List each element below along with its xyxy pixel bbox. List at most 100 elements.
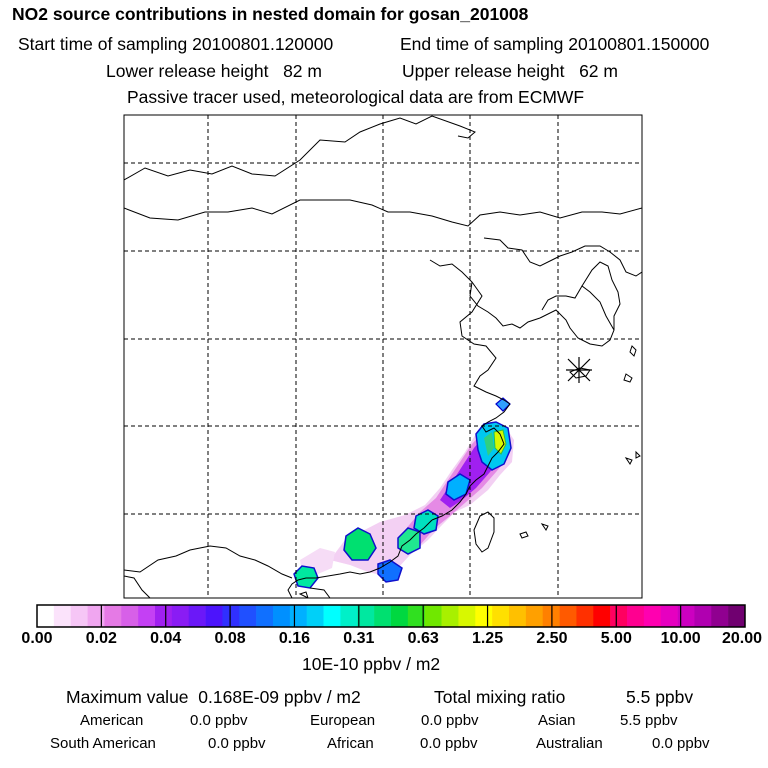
coast-hainan [309,587,331,598]
region-name: Australian [536,735,603,752]
region-name: South American [50,735,156,752]
colorbar-swatch [694,605,712,627]
colorbar-tick-label: 1.25 [471,630,504,647]
colorbar-swatch [711,605,729,627]
region-name: Asian [538,712,576,729]
colorbar-swatch [643,605,662,627]
island-taiwan [473,511,495,553]
coast-bohai [459,281,511,405]
station-star-icon [566,357,592,383]
colorbar-swatch [593,605,611,627]
total-mixing-label: Total mixing ratio [434,687,566,707]
colorbar-swatch [374,605,392,627]
border-mongolia [124,115,476,181]
colorbar-swatch [205,605,223,627]
colorbar-tick-label: 10.00 [660,630,701,647]
island-ryukyu-1 [624,457,633,465]
tracer-note: Passive tracer used, meteorological data… [127,87,585,107]
island-okinawa [540,523,549,531]
colorbar-swatch [53,605,72,627]
coast-korea-east [581,261,621,330]
colorbar-swatch [323,605,341,627]
upper-release-value: 62 m [579,61,618,81]
colorbar-swatch [475,605,493,627]
colorbar-swatch [273,605,291,627]
colorbar-swatch [239,605,257,627]
colorbar-swatch [37,605,55,627]
coast-korea [539,285,615,347]
max-value: Maximum value 0.168E-09 ppbv / m2 [66,687,361,708]
plume-core-green [484,432,494,456]
colorbar-tick-label: 0.16 [278,630,311,647]
colorbar-tick-label: 5.00 [600,630,632,647]
coast-south-china [287,519,433,598]
map-grid [124,115,642,598]
colorbar-tick-label: 0.08 [214,630,246,647]
colorbar-swatch [70,605,88,627]
island-sakishima [519,531,529,539]
colorbar-swatch [660,605,678,627]
colorbar-swatch [121,605,139,627]
island-ryukyu-2 [635,450,641,459]
colorbar-swatch [87,605,105,627]
start-time-label: Start time of sampling 20100801.120000 [18,34,334,54]
colorbar-swatch [525,605,544,627]
island-tsushima [629,345,637,357]
colorbar-swatch [728,605,746,627]
colorbar-tick-label: 0.00 [21,630,53,647]
max-value-number: 0.168E-09 ppbv / m2 [198,687,361,707]
colorbar-swatch [559,605,577,627]
region-value: 0.0 ppbv [420,735,478,752]
coast-liaoning [429,259,541,329]
colorbar-swatch [677,605,695,627]
colorbar-swatch [188,605,206,627]
border-inner-mongolia [124,199,642,227]
map-frame [123,114,643,599]
colorbar-swatch [357,605,375,627]
end-time-label: End time of sampling 20100801.150000 [400,34,710,54]
region-name: European [310,712,376,729]
lower-release-value: 82 m [283,61,322,81]
colorbar-swatch [542,605,560,627]
colorbar-tick-label: 0.04 [150,630,182,647]
island-kyushu [623,373,633,383]
page-title: NO2 source contributions in nested domai… [12,4,529,24]
colorbar-swatch [441,605,459,627]
lower-release-height: Lower release height 82 m [106,61,322,82]
colorbar-swatch [306,605,324,627]
colorbar-swatch [256,605,274,627]
total-mixing-value: 5.5 ppbv [626,687,694,707]
colorbar-tick-label: 0.63 [407,630,439,647]
border-manchuria [483,237,642,277]
colorbar [36,604,746,628]
colorbar-swatch [104,605,122,627]
colorbar-swatch [289,605,308,627]
colorbar-swatch [509,605,527,627]
region-value: 0.0 ppbv [190,712,248,729]
plume-blob-west [343,527,377,561]
plume-blob-hainan [293,565,319,589]
region-value: 5.5 ppbv [620,712,678,729]
max-value-label: Maximum value [66,687,189,707]
colorbar-tick-label: 2.50 [536,630,568,647]
region-name: American [80,712,144,729]
region-value: 0.0 ppbv [208,735,266,752]
region-value: 0.0 ppbv [652,735,710,752]
upper-release-height: Upper release height 62 m [402,61,618,82]
colorbar-swatch [407,605,426,627]
colorbar-swatch [610,605,628,627]
plume-layer [293,397,514,589]
colorbar-tick-label: 0.02 [85,630,117,647]
colorbar-swatch [340,605,358,627]
colorbar-swatch [222,605,240,627]
upper-release-label: Upper release height [402,61,565,81]
map-area [124,115,642,598]
colorbar-swatch [391,605,409,627]
plume-core-yellow [493,429,507,455]
colorbar-swatch [138,605,156,627]
border-southwest [124,545,293,579]
lower-release-label: Lower release height [106,61,269,81]
colorbar-swatch [492,605,510,627]
island-hainan-small [298,591,309,598]
